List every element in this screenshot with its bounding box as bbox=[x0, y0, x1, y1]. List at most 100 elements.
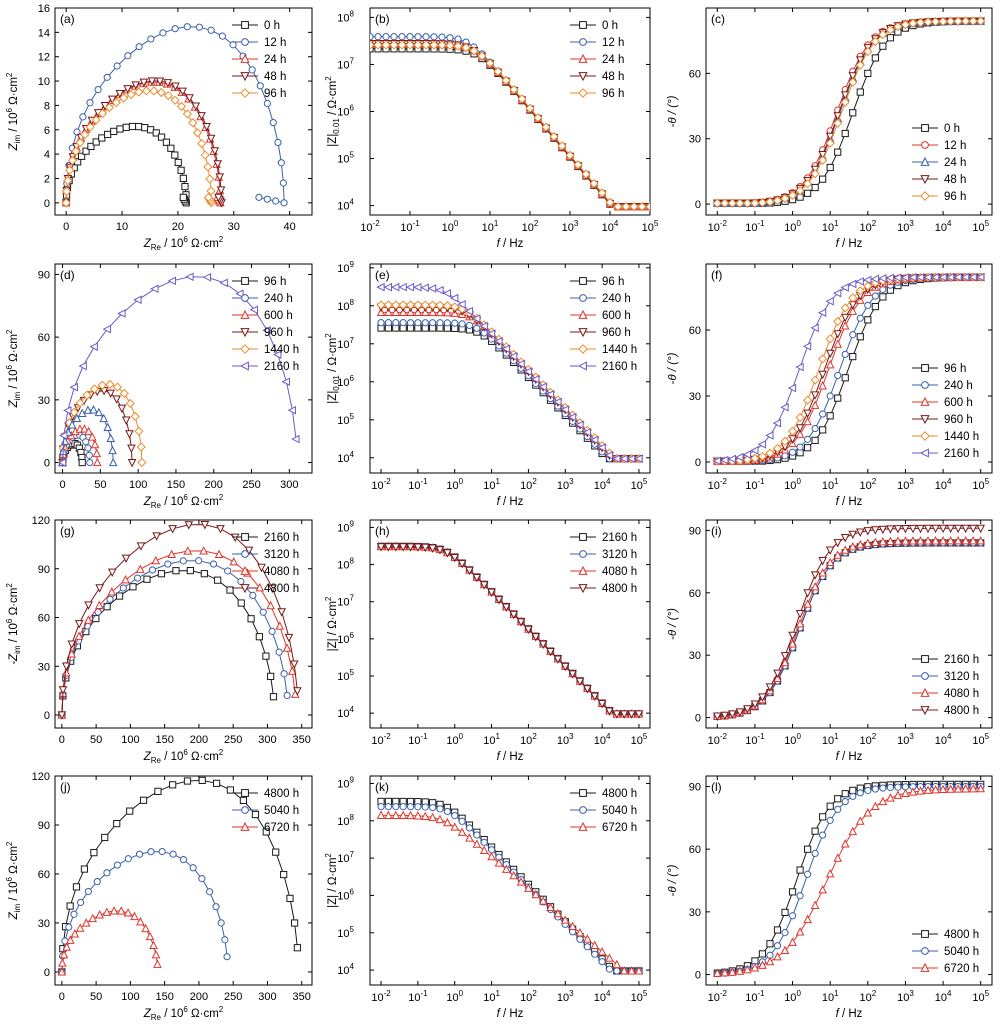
marker bbox=[112, 382, 123, 392]
marker bbox=[428, 307, 437, 317]
series-line bbox=[61, 560, 288, 716]
legend-item: 4800 h bbox=[912, 705, 979, 717]
marker bbox=[833, 316, 843, 327]
marker bbox=[597, 188, 607, 198]
marker bbox=[834, 148, 842, 156]
marker bbox=[230, 533, 240, 543]
marker bbox=[179, 855, 188, 864]
marker bbox=[147, 848, 155, 856]
x-tick-label: 105 bbox=[972, 732, 989, 747]
x-tick-label: 101 bbox=[483, 477, 500, 492]
marker bbox=[605, 197, 615, 207]
marker bbox=[195, 557, 203, 565]
marker bbox=[69, 407, 79, 417]
marker bbox=[376, 282, 385, 292]
marker bbox=[398, 282, 407, 292]
marker bbox=[795, 618, 805, 628]
marker bbox=[136, 442, 146, 452]
legend-item: 2160 h bbox=[570, 361, 637, 373]
marker bbox=[788, 937, 797, 946]
marker bbox=[226, 786, 235, 794]
data-series bbox=[57, 546, 300, 719]
legend-item: 3120 h bbox=[912, 671, 979, 683]
marker bbox=[493, 66, 503, 77]
y-tick-label: 30 bbox=[689, 907, 701, 919]
marker bbox=[803, 409, 812, 418]
x-tick-label: 101 bbox=[822, 477, 839, 492]
legend-label: 24 h bbox=[944, 157, 966, 169]
data-series bbox=[712, 524, 986, 721]
marker bbox=[268, 584, 277, 593]
marker bbox=[579, 533, 587, 541]
marker bbox=[795, 610, 805, 619]
x-axis-label: f / Hz bbox=[497, 238, 524, 250]
marker bbox=[802, 395, 813, 405]
marker bbox=[494, 858, 504, 867]
marker bbox=[961, 536, 970, 545]
marker bbox=[531, 633, 541, 642]
marker bbox=[578, 88, 588, 98]
marker bbox=[591, 950, 599, 958]
marker bbox=[457, 559, 467, 569]
marker bbox=[780, 652, 790, 661]
marker bbox=[968, 783, 978, 793]
marker bbox=[473, 324, 481, 332]
legend-label: 1440 h bbox=[264, 344, 299, 356]
marker bbox=[472, 573, 482, 583]
marker bbox=[89, 342, 98, 352]
marker bbox=[164, 560, 172, 568]
marker bbox=[856, 333, 864, 341]
marker bbox=[878, 536, 888, 546]
marker bbox=[163, 79, 173, 88]
marker bbox=[810, 900, 820, 909]
series-line bbox=[717, 540, 981, 717]
x-tick-label: 101 bbox=[483, 732, 500, 747]
marker bbox=[629, 202, 639, 212]
marker bbox=[750, 453, 760, 463]
marker bbox=[787, 383, 797, 393]
y-tick-label: 108 bbox=[337, 813, 354, 828]
x-tick-label: 100 bbox=[784, 989, 801, 1004]
marker bbox=[720, 455, 729, 465]
marker bbox=[825, 296, 834, 306]
marker bbox=[91, 115, 101, 125]
marker bbox=[202, 122, 211, 132]
marker bbox=[280, 199, 288, 207]
marker bbox=[179, 193, 187, 201]
marker bbox=[435, 546, 445, 555]
x-tick-label: 100 bbox=[442, 219, 459, 234]
marker bbox=[135, 850, 144, 858]
y-tick-label: 106 bbox=[337, 374, 354, 389]
marker bbox=[148, 566, 157, 574]
marker bbox=[67, 420, 77, 429]
marker bbox=[103, 422, 112, 432]
marker bbox=[712, 968, 722, 977]
x-tick-label: 105 bbox=[972, 989, 989, 1004]
marker bbox=[445, 40, 455, 51]
marker bbox=[281, 377, 290, 387]
marker bbox=[855, 60, 865, 70]
marker bbox=[833, 339, 843, 348]
series-line bbox=[381, 545, 639, 715]
legend-item: 960 h bbox=[912, 414, 973, 426]
marker bbox=[61, 186, 72, 197]
marker bbox=[772, 443, 783, 453]
marker bbox=[773, 673, 782, 683]
marker bbox=[125, 398, 135, 409]
marker bbox=[98, 134, 106, 142]
y-tick-label: 109 bbox=[337, 775, 354, 790]
marker bbox=[840, 313, 850, 323]
plot-frame bbox=[705, 775, 993, 986]
marker bbox=[405, 282, 415, 292]
marker bbox=[152, 532, 161, 541]
marker bbox=[863, 808, 873, 817]
legend: 96 h 240 h 600 h 960 h 1440 h 2160 h bbox=[912, 363, 979, 460]
marker bbox=[239, 361, 249, 371]
marker bbox=[863, 281, 873, 291]
legend-label: 0 h bbox=[602, 20, 618, 32]
marker bbox=[241, 533, 249, 541]
marker bbox=[141, 923, 150, 933]
marker bbox=[560, 405, 569, 414]
marker bbox=[589, 178, 599, 189]
marker bbox=[780, 402, 789, 412]
